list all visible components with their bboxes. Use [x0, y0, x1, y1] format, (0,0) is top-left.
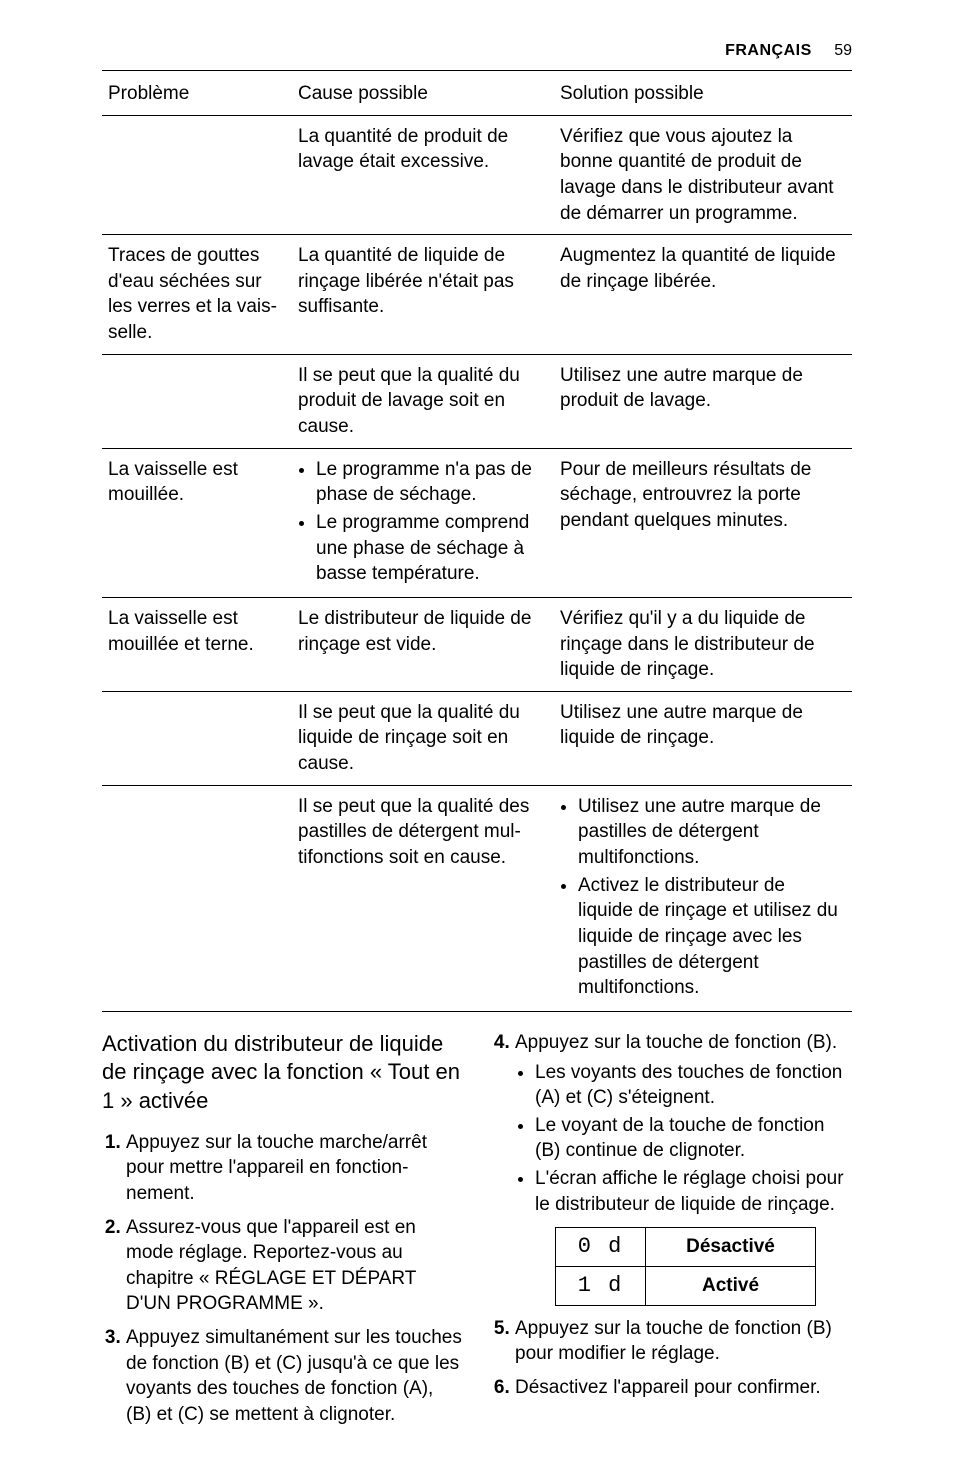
page-header: FRANÇAIS 59 — [102, 42, 852, 60]
table-row: Il se peut que la qualité du liquide de … — [102, 691, 852, 785]
cell-cause: Le distributeur de liquide de rinçage es… — [292, 597, 554, 691]
display-code: 0 d — [556, 1228, 646, 1267]
cell-cause: Il se peut que la qualité du produit de … — [292, 354, 554, 448]
table-row: 1 d Activé — [556, 1267, 816, 1306]
table-row: La quantité de produit de lavage était e… — [102, 115, 852, 235]
cell-solution: Vérifiez qu'il y a du liquide de rinçage… — [554, 597, 852, 691]
table-row: Il se peut que la qualité du produit de … — [102, 354, 852, 448]
step-item: Assurez-vous que l'appareil est en mode … — [126, 1215, 463, 1318]
sub-item: Les voyants des touches de fonc­tion (A)… — [535, 1060, 852, 1111]
col-header-solution: Solution possible — [554, 71, 852, 116]
table-row: Traces de gouttes d'eau séchées sur les … — [102, 235, 852, 355]
instruction-columns: Activation du distributeur de liquide de… — [102, 1030, 852, 1436]
cell-problem: Traces de gouttes d'eau séchées sur les … — [102, 235, 292, 355]
step-text: Appuyez sur la touche de fonction (B) po… — [515, 1318, 832, 1365]
header-page-number: 59 — [834, 42, 852, 59]
table-row: La vaisselle est mouillée et terne. Le d… — [102, 597, 852, 691]
display-setting-table: 0 d Désactivé 1 d Activé — [555, 1227, 816, 1305]
cell-cause: Il se peut que la qualité du liquide de … — [292, 691, 554, 785]
right-column: Appuyez sur la touche de fonction (B). L… — [491, 1030, 852, 1436]
table-row: La vaisselle est mouillée. Le programme … — [102, 448, 852, 597]
step-item: Appuyez sur la touche de fonction (B) po… — [515, 1316, 852, 1367]
manual-page: FRANÇAIS 59 Problème Cause possible Solu… — [0, 0, 954, 1478]
step-text: Appuyez simultanément sur les tou­ches d… — [126, 1327, 462, 1425]
cell-problem — [102, 115, 292, 235]
cell-cause: La quantité de liquide de rinçage libéré… — [292, 235, 554, 355]
cell-problem: La vaisselle est mouillée. — [102, 448, 292, 597]
step-sublist: Les voyants des touches de fonc­tion (A)… — [515, 1060, 852, 1218]
troubleshooting-table: Problème Cause possible Solution possibl… — [102, 70, 852, 1012]
table-header-row: Problème Cause possible Solution possibl… — [102, 71, 852, 116]
step-item: Désactivez l'appareil pour confir­mer. — [515, 1375, 852, 1401]
cell-problem — [102, 354, 292, 448]
cell-cause: La quantité de produit de lavage était e… — [292, 115, 554, 235]
sub-item: L'écran affiche le réglage choisi pour l… — [535, 1166, 852, 1217]
step-text: Appuyez sur la touche de fonction (B). — [515, 1032, 837, 1053]
col-header-problem: Problème — [102, 71, 292, 116]
cell-cause: Il se peut que la qualité des pastilles … — [292, 785, 554, 1011]
sub-item: Le voyant de la touche de fonc­tion (B) … — [535, 1113, 852, 1164]
solution-item: Activez le distributeur de liquide de ri… — [578, 873, 844, 1001]
display-label: Activé — [646, 1267, 816, 1306]
left-column: Activation du distributeur de liquide de… — [102, 1030, 463, 1436]
cell-solution: Utilisez une autre marque de produit de … — [554, 354, 852, 448]
section-title: Activation du distributeur de liquide de… — [102, 1030, 463, 1116]
cell-problem — [102, 691, 292, 785]
cell-problem — [102, 785, 292, 1011]
step-text: Assurez-vous que l'appareil est en mode … — [126, 1217, 416, 1315]
step-item: Appuyez sur la touche de fonction (B). L… — [515, 1030, 852, 1306]
cell-solution: Utilisez une autre marque de pastilles d… — [554, 785, 852, 1011]
solution-item: Utilisez une autre marque de pastilles d… — [578, 794, 844, 871]
col-header-cause: Cause possible — [292, 71, 554, 116]
cell-solution: Vérifiez que vous ajoutez la bonne quant… — [554, 115, 852, 235]
steps-list-left: Appuyez sur la touche marche/arrêt pour … — [102, 1130, 463, 1428]
steps-list-right: Appuyez sur la touche de fonction (B). L… — [491, 1030, 852, 1401]
step-item: Appuyez simultanément sur les tou­ches d… — [126, 1325, 463, 1428]
cell-cause: Le programme n'a pas de phase de séchage… — [292, 448, 554, 597]
step-text: Appuyez sur la touche marche/arrêt pour … — [126, 1132, 427, 1204]
cause-item: Le programme comprend une phase de sécha… — [316, 510, 546, 587]
cell-solution: Pour de meilleurs résultats de séchage, … — [554, 448, 852, 597]
display-code: 1 d — [556, 1267, 646, 1306]
step-text: Désactivez l'appareil pour confir­mer. — [515, 1377, 821, 1398]
display-label: Désactivé — [646, 1228, 816, 1267]
table-row: Il se peut que la qualité des pastilles … — [102, 785, 852, 1011]
table-row: 0 d Désactivé — [556, 1228, 816, 1267]
cause-item: Le programme n'a pas de phase de séchage… — [316, 457, 546, 508]
cell-problem: La vaisselle est mouillée et terne. — [102, 597, 292, 691]
step-item: Appuyez sur la touche marche/arrêt pour … — [126, 1130, 463, 1207]
cell-solution: Augmentez la quantité de li­quide de rin… — [554, 235, 852, 355]
cell-solution: Utilisez une autre marque de liquide de … — [554, 691, 852, 785]
header-language: FRANÇAIS — [725, 42, 812, 59]
